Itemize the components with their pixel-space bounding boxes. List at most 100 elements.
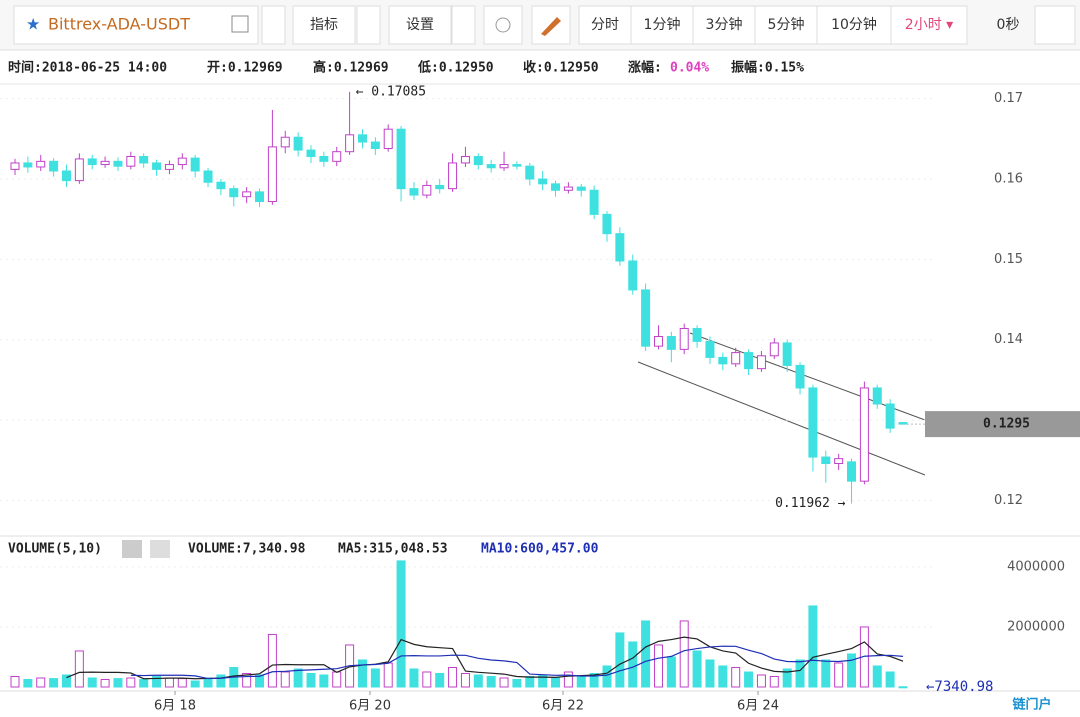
candle-body [744, 352, 754, 370]
volume-bar [306, 672, 316, 688]
volume-bar [242, 672, 252, 688]
candle-body [551, 183, 561, 191]
volume-bar [563, 671, 573, 688]
candle-body [615, 233, 625, 262]
y-tick-label: 0.15 [994, 252, 1023, 267]
x-tick-label: 6月 24 [737, 699, 779, 714]
volume-bar [808, 605, 818, 688]
candle-body [422, 184, 432, 196]
volume-bar [74, 650, 84, 688]
candle-body [23, 162, 33, 168]
candle-body [795, 364, 805, 389]
candle-body [74, 158, 84, 182]
candle-body [383, 128, 393, 149]
volume-bar [164, 677, 174, 688]
volume-bar [319, 674, 329, 688]
candle-body [10, 162, 20, 170]
info-close: 收:0.12950 [523, 60, 599, 76]
period-label: 10分钟 [831, 16, 877, 33]
ma5-line [66, 636, 904, 680]
settings-button[interactable] [388, 5, 452, 45]
gear-icon[interactable] [122, 540, 142, 558]
volume-bar [718, 665, 728, 688]
fullscreen-button[interactable] [1034, 5, 1076, 45]
volume-bar [576, 675, 586, 688]
volume-current: VOLUME:7,340.98 [188, 542, 306, 557]
volume-bar [885, 671, 895, 688]
candle-body [229, 188, 239, 198]
candle-body [370, 141, 380, 149]
candle-body [731, 352, 741, 365]
candle-body [190, 157, 200, 172]
period-button[interactable] [578, 5, 632, 45]
candle-body [319, 156, 329, 162]
volume-bar [190, 680, 200, 688]
volume-bar [422, 671, 432, 688]
candle-body [641, 289, 651, 347]
last-volume-label: ←7340.98 [926, 679, 993, 695]
volume-bar [602, 665, 612, 688]
y-tick-label: 0.16 [994, 172, 1023, 187]
candle-body [769, 342, 779, 357]
star-icon[interactable]: ★ [26, 15, 40, 34]
info-amplitude: 振幅:0.15% [731, 60, 804, 76]
candle-body [396, 128, 406, 190]
period-button[interactable] [890, 5, 968, 45]
open-icon[interactable] [231, 15, 249, 33]
candle-body [808, 387, 818, 458]
candle-body [203, 170, 213, 183]
volume-bar [679, 620, 689, 688]
volume-tick-label: 2000000 [1007, 619, 1065, 634]
volume-bar [448, 666, 458, 688]
volume-bar [834, 662, 844, 688]
candle-body [126, 156, 136, 167]
candle-body [589, 189, 599, 215]
volume-bar [280, 671, 290, 688]
candle-body [653, 336, 663, 347]
volume-bar [628, 641, 638, 688]
volume-bar [139, 678, 149, 688]
menu-dots[interactable] [356, 5, 381, 45]
volume-bar [525, 675, 535, 688]
period-button[interactable] [630, 5, 694, 45]
candle-body [834, 458, 844, 464]
candle-body [872, 387, 882, 405]
volume-bar [744, 671, 754, 688]
volume-bar [216, 674, 226, 688]
info-low: 低:0.12950 [417, 60, 494, 76]
candle-body [345, 134, 355, 153]
volume-bar [177, 678, 187, 688]
period-button[interactable] [754, 5, 818, 45]
menu-dots[interactable] [451, 5, 476, 45]
indicator-button[interactable] [292, 5, 356, 45]
menu-dots[interactable] [261, 5, 286, 45]
volume-bar [49, 678, 59, 688]
indicator-label: 指标 [310, 17, 338, 33]
close-icon[interactable] [150, 540, 170, 558]
x-tick-label: 6月 22 [542, 699, 584, 714]
volume-bar [152, 675, 162, 688]
candle-body [36, 160, 46, 168]
annotation: ← 0.17085 [356, 84, 426, 99]
candle-body [705, 340, 715, 358]
volume-bar [499, 677, 509, 688]
volume-bar [126, 677, 136, 688]
annotation: 0.11962 → [775, 496, 846, 511]
candle-body [473, 156, 483, 166]
symbol-box[interactable] [13, 5, 259, 45]
candle-body [692, 327, 702, 342]
candle-body [216, 181, 226, 190]
candle-body [113, 160, 123, 167]
period-button[interactable] [692, 5, 756, 45]
candle-body [563, 186, 573, 191]
ma5-label: MA5:315,048.53 [338, 542, 448, 557]
last-price-label: 0.1295 [983, 417, 1030, 432]
candle-body [756, 355, 766, 370]
candle-body [525, 165, 535, 180]
x-tick-label: 6月 20 [349, 699, 391, 714]
volume-bar [10, 675, 20, 688]
volume-bar [512, 678, 522, 688]
volume-bar [731, 666, 741, 688]
theme-button[interactable] [483, 5, 523, 45]
